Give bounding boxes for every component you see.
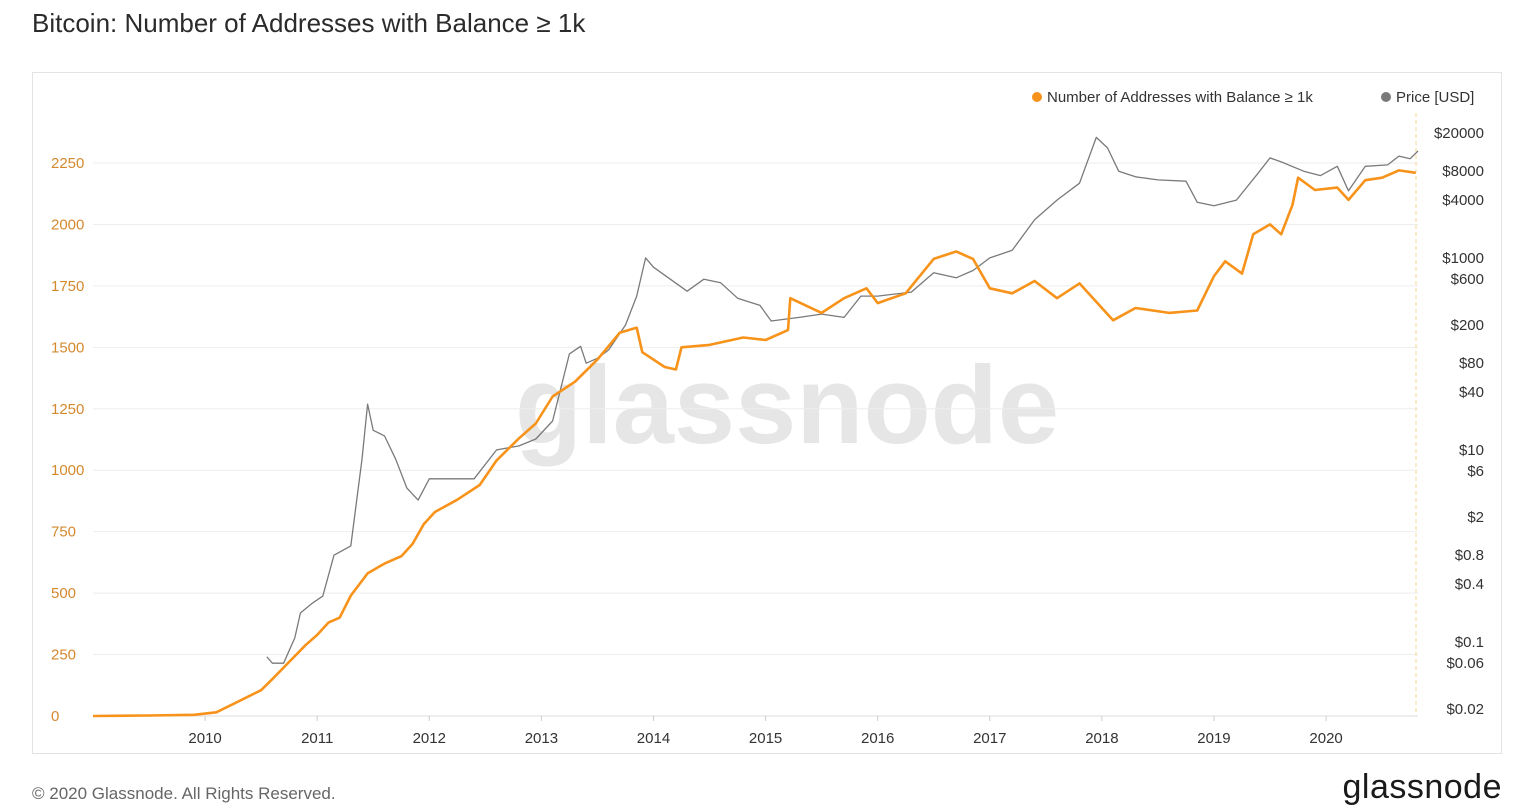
y-left-tick-1500: 1500 xyxy=(51,339,84,356)
y-right-tick: $0.02 xyxy=(1446,701,1484,718)
watermark-text: glassnode xyxy=(515,344,1059,467)
x-tick-2010: 2010 xyxy=(188,730,221,747)
series-addresses-line xyxy=(92,169,1416,718)
y-left-tick-1750: 1750 xyxy=(51,278,84,295)
chart-frame: glassnode 0 250 500 750 1000 1250 1500 1750 2000 2… xyxy=(32,72,1502,754)
y-right-tick: $6 xyxy=(1467,463,1484,480)
legend-marker-0 xyxy=(1032,92,1042,102)
x-tick-2017: 2017 xyxy=(973,730,1006,747)
legend-label-1: Price [USD] xyxy=(1396,89,1474,106)
y-right-tick: $0.1 xyxy=(1455,634,1484,651)
y-left-tick-0: 0 xyxy=(51,708,59,725)
x-tick-2015: 2015 xyxy=(749,730,782,747)
y-right-tick: $40 xyxy=(1459,384,1484,401)
y-left-tick-2000: 2000 xyxy=(51,216,84,233)
page-title: Bitcoin: Number of Addresses with Balanc… xyxy=(32,8,586,38)
y-left-tick-1250: 1250 xyxy=(51,401,84,418)
footer-copyright: © 2020 Glassnode. All Rights Reserved. xyxy=(32,784,336,803)
legend-label-0: Number of Addresses with Balance ≥ 1k xyxy=(1047,89,1313,106)
footer-logo: glassnode xyxy=(1342,768,1502,806)
x-tick-2018: 2018 xyxy=(1085,730,1118,747)
y-left-tick-250: 250 xyxy=(51,647,76,664)
y-right-tick: $4000 xyxy=(1442,192,1484,209)
y-right-tick: $1000 xyxy=(1442,250,1484,267)
y-left-tick-500: 500 xyxy=(51,585,76,602)
y-right-tick: $80 xyxy=(1459,355,1484,372)
x-tick-2013: 2013 xyxy=(525,730,558,747)
y-left-tick-750: 750 xyxy=(51,524,76,541)
y-left-tick-2250: 2250 xyxy=(51,155,84,172)
x-tick-2014: 2014 xyxy=(637,730,670,747)
y-right-tick: $10 xyxy=(1459,442,1484,459)
y-left-tick-1000: 1000 xyxy=(51,462,84,479)
series-price-line xyxy=(266,136,1419,664)
y-right-tick: $20000 xyxy=(1434,125,1484,142)
y-right-tick: $2 xyxy=(1467,509,1484,526)
x-tick-2012: 2012 xyxy=(413,730,446,747)
chart-svg: glassnode 0 250 500 750 1000 1250 1500 1750 2000 2… xyxy=(51,89,1484,747)
y-right-tick: $0.06 xyxy=(1446,655,1484,672)
x-tick-2019: 2019 xyxy=(1197,730,1230,747)
y-right-tick: $8000 xyxy=(1442,163,1484,180)
x-tick-2016: 2016 xyxy=(861,730,894,747)
legend-marker-1 xyxy=(1381,92,1391,102)
y-right-tick: $0.4 xyxy=(1455,576,1484,593)
x-tick-2011: 2011 xyxy=(301,730,333,747)
x-tick-2020: 2020 xyxy=(1309,730,1342,747)
y-right-tick: $600 xyxy=(1451,271,1484,288)
y-right-tick: $0.8 xyxy=(1455,547,1484,564)
y-right-tick: $200 xyxy=(1451,317,1484,334)
